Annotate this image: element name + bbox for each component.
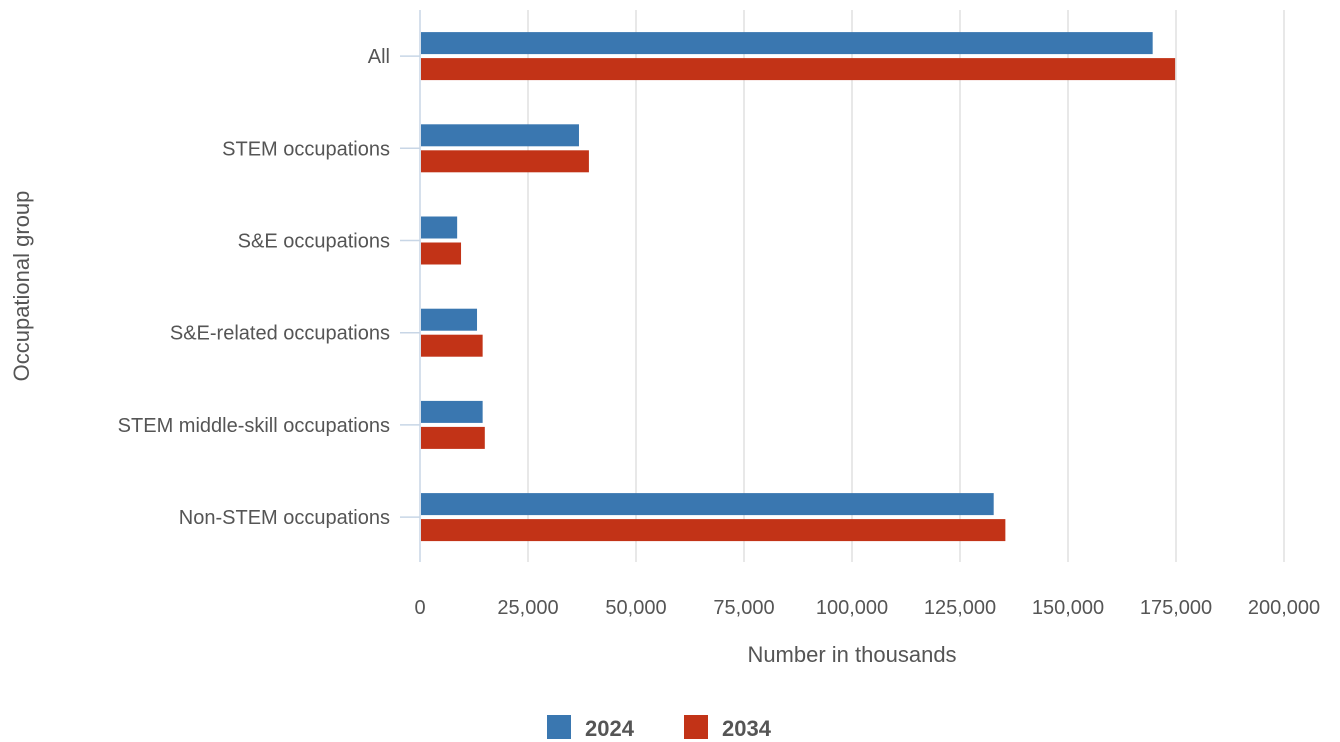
x-tick-label: 0 xyxy=(414,597,425,619)
x-axis-title: Number in thousands xyxy=(747,642,956,667)
gridlines xyxy=(527,10,1285,562)
bar-2024 xyxy=(421,124,579,147)
x-tick-label: 175,000 xyxy=(1140,597,1212,619)
bar-2024 xyxy=(421,216,458,239)
x-tick-label: 100,000 xyxy=(816,597,888,619)
category-label: S&E-related occupations xyxy=(170,323,390,345)
category-ticks xyxy=(400,55,420,518)
bar-2034 xyxy=(421,426,485,449)
x-tick-label: 200,000 xyxy=(1248,597,1320,619)
legend-label: 2034 xyxy=(722,716,772,741)
x-tick-label: 75,000 xyxy=(713,597,774,619)
bars xyxy=(421,32,1176,542)
x-tick-label: 25,000 xyxy=(497,597,558,619)
category-label: STEM middle-skill occupations xyxy=(118,415,390,437)
bar-2034 xyxy=(421,58,1176,81)
legend-swatch xyxy=(547,715,571,739)
bar-2034 xyxy=(421,242,462,265)
bar-2024 xyxy=(421,32,1153,55)
bar-2024 xyxy=(421,493,994,516)
category-label: Non-STEM occupations xyxy=(179,507,390,529)
x-tick-label: 50,000 xyxy=(605,597,666,619)
y-axis-title: Occupational group xyxy=(9,191,34,382)
category-label: All xyxy=(368,46,390,68)
x-tick-label: 125,000 xyxy=(924,597,996,619)
bar-2024 xyxy=(421,400,483,423)
bar-2024 xyxy=(421,308,478,331)
bar-2034 xyxy=(421,334,483,357)
legend-label: 2024 xyxy=(585,716,635,741)
legend: 2024 2034 xyxy=(547,715,772,741)
category-label: S&E occupations xyxy=(238,231,390,253)
bar-2034 xyxy=(421,519,1006,542)
x-tick-label: 150,000 xyxy=(1032,597,1104,619)
category-labels: All STEM occupations S&E occupations S&E-re… xyxy=(118,46,390,529)
category-label: STEM occupations xyxy=(222,138,390,160)
legend-swatch xyxy=(684,715,708,739)
x-tick-labels: 0 25,000 50,000 75,000 100,000 125,000 150,000… xyxy=(414,597,1320,619)
bar-2034 xyxy=(421,150,589,173)
